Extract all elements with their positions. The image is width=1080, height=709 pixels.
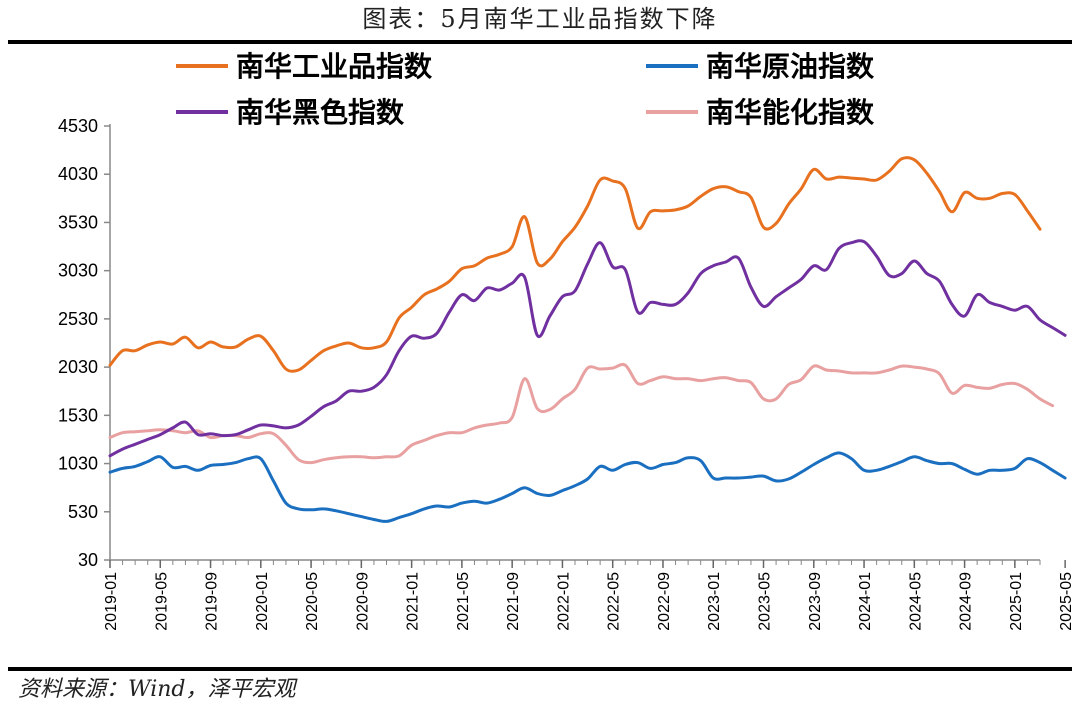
legend-label-2: 南华黑色指数 xyxy=(236,96,405,129)
y-tick-label: 2030 xyxy=(58,357,98,377)
top-rule xyxy=(8,40,1072,44)
series-line-1 xyxy=(108,451,1067,523)
x-tick-label: 2020-05 xyxy=(304,572,321,631)
y-tick-label: 4530 xyxy=(58,116,98,136)
legend-label-1: 南华原油指数 xyxy=(706,50,875,83)
x-tick-label: 2019-05 xyxy=(153,572,170,631)
x-tick-label: 2021-01 xyxy=(405,572,422,631)
x-tick-label: 2023-01 xyxy=(706,572,723,631)
x-tick-label: 2023-05 xyxy=(757,572,774,631)
y-tick-label: 30 xyxy=(78,550,98,570)
x-tick-label: 2022-05 xyxy=(606,572,623,631)
x-tick-label: 2022-09 xyxy=(656,572,673,631)
legend-label-3: 南华能化指数 xyxy=(706,96,875,129)
x-tick-label: 2024-09 xyxy=(958,572,975,631)
x-tick-label: 2024-01 xyxy=(857,572,874,631)
x-tick-label: 2020-09 xyxy=(354,572,371,631)
x-tick-label: 2025-05 xyxy=(1058,572,1075,631)
chart-title: 图表：5月南华工业品指数下降 xyxy=(362,5,718,33)
bottom-rule xyxy=(8,667,1072,671)
x-tick-label: 2021-05 xyxy=(455,572,472,631)
x-tick-label: 2024-05 xyxy=(907,572,924,631)
x-tick-label: 2025-01 xyxy=(1008,572,1025,631)
y-tick-label: 2530 xyxy=(58,309,98,329)
x-tick-label: 2020-01 xyxy=(254,572,271,631)
x-tick-label: 2021-09 xyxy=(505,572,522,631)
y-tick-label: 4030 xyxy=(58,164,98,184)
series-line-3 xyxy=(108,362,1055,465)
y-tick-label: 1030 xyxy=(58,454,98,474)
y-tick-label: 1530 xyxy=(58,405,98,425)
series-layer xyxy=(108,156,1067,523)
series-line-2 xyxy=(108,239,1067,458)
legend-label-0: 南华工业品指数 xyxy=(236,50,433,83)
x-tick-label: 2023-09 xyxy=(807,572,824,631)
source-note: 资料来源：Wind，泽平宏观 xyxy=(18,677,296,702)
axes: 30 530 1030 1530 2030 2530 3030 3530 4030 4530 201… xyxy=(58,116,1075,631)
y-tick-label: 3030 xyxy=(58,261,98,281)
y-tick-label: 3530 xyxy=(58,212,98,232)
x-tick-label: 2019-09 xyxy=(204,572,221,631)
series-line-0 xyxy=(108,156,1042,373)
x-tick-label: 2019-01 xyxy=(103,572,120,631)
y-tick-label: 530 xyxy=(68,502,98,522)
x-tick-label: 2022-01 xyxy=(555,572,572,631)
